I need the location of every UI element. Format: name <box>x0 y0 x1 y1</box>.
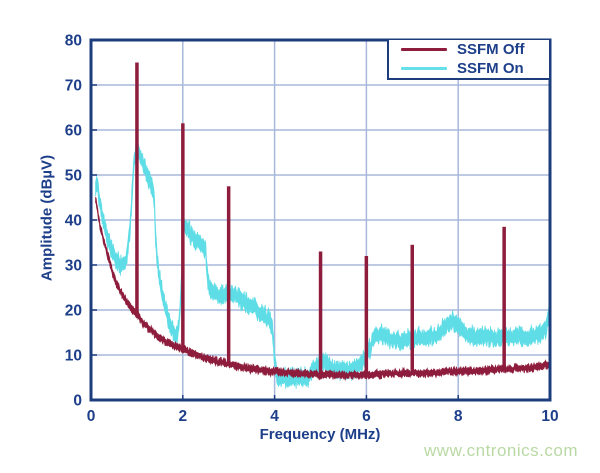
legend-row-ssfm-off: SSFM Off <box>389 40 549 58</box>
legend-label-ssfm-off: SSFM Off <box>457 40 525 58</box>
ssfm-on-line-swatch <box>401 67 447 70</box>
x-axis-title: Frequency (MHz) <box>259 426 381 443</box>
y-tick-label: 50 <box>65 168 82 185</box>
watermark: www.cntronics.com <box>424 441 578 460</box>
peak-marker <box>410 244 414 376</box>
x-tick-label: 10 <box>541 408 558 425</box>
x-tick-label: 0 <box>87 408 96 425</box>
plot-border <box>89 38 552 402</box>
y-tick-label: 70 <box>65 78 82 95</box>
ssfm-off-line-swatch <box>401 48 447 51</box>
legend-label-ssfm-on: SSFM On <box>457 59 524 77</box>
peak-marker <box>364 256 369 377</box>
y-tick-label: 10 <box>65 348 82 365</box>
series-layer <box>95 62 550 389</box>
y-tick-label: 80 <box>65 33 82 50</box>
y-tick-label: 0 <box>73 393 82 410</box>
x-tick-label: 6 <box>362 408 371 425</box>
y-axis-title: Amplitude (dBµV) <box>38 154 56 282</box>
series-ssfm-off <box>95 196 550 381</box>
peak-marker <box>135 62 139 317</box>
y-tick-label: 40 <box>65 213 82 230</box>
peak-marker <box>181 123 185 351</box>
peak-marker <box>318 251 323 377</box>
series-ssfm-on <box>95 140 550 389</box>
peak-marker <box>226 186 231 367</box>
y-tick-label: 20 <box>65 303 82 320</box>
y-tick-label: 30 <box>65 258 82 275</box>
y-tick-label: 60 <box>65 123 82 140</box>
x-tick-label: 4 <box>270 408 279 425</box>
x-tick-label: 8 <box>454 408 463 425</box>
legend-row-ssfm-on: SSFM On <box>389 59 549 77</box>
x-tick-label: 2 <box>178 408 187 425</box>
peak-marker <box>502 226 506 371</box>
legend: SSFM Off SSFM On <box>387 40 549 80</box>
